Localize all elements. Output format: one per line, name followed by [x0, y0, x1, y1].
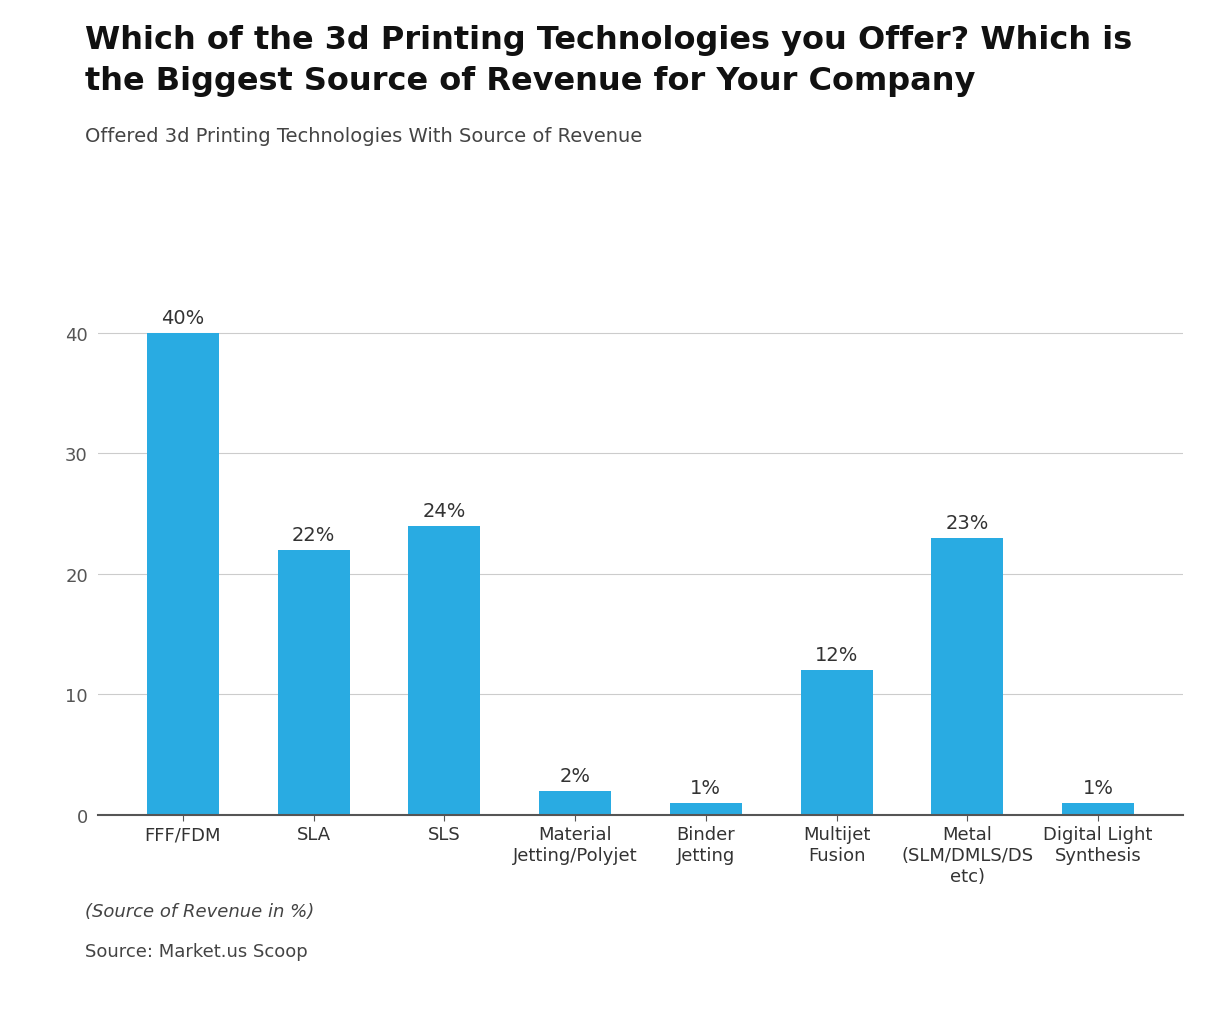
Bar [146, 333, 218, 815]
Text: 24%: 24% [422, 501, 466, 520]
Text: 1%: 1% [1082, 779, 1114, 797]
Text: 2%: 2% [560, 766, 590, 785]
Bar [539, 791, 611, 815]
Bar [800, 671, 872, 815]
Bar [409, 526, 481, 815]
Text: 1%: 1% [691, 779, 721, 797]
Text: 23%: 23% [946, 514, 989, 532]
Text: 12%: 12% [815, 646, 859, 664]
Bar [278, 550, 350, 815]
Text: (Source of Revenue in %): (Source of Revenue in %) [85, 902, 315, 920]
Bar [931, 538, 1003, 815]
Bar [670, 803, 742, 815]
Text: 40%: 40% [161, 309, 205, 327]
Text: Which of the 3d Printing Technologies you Offer? Which is: Which of the 3d Printing Technologies yo… [85, 25, 1132, 56]
Text: 22%: 22% [292, 525, 336, 544]
Bar [1063, 803, 1135, 815]
Text: Source: Market.us Scoop: Source: Market.us Scoop [85, 943, 309, 961]
Text: the Biggest Source of Revenue for Your Company: the Biggest Source of Revenue for Your C… [85, 66, 976, 97]
Text: Offered 3d Printing Technologies With Source of Revenue: Offered 3d Printing Technologies With So… [85, 127, 643, 147]
